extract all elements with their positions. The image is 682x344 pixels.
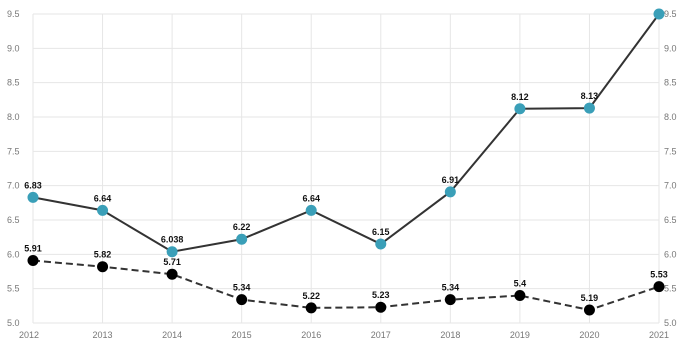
data-point-s1	[654, 9, 665, 20]
data-label-s2: 5.91	[24, 244, 42, 254]
data-point-s2	[306, 302, 317, 313]
data-label-s1: 6.038	[161, 235, 184, 245]
x-tick-label: 2021	[649, 330, 669, 340]
x-tick-label: 2016	[301, 330, 321, 340]
y-tick-label-right: 8.0	[664, 112, 677, 122]
series-line-2	[33, 261, 659, 310]
y-tick-label-left: 9.5	[7, 9, 20, 19]
y-tick-label-right: 7.5	[664, 146, 677, 156]
data-label-s2: 5.34	[442, 283, 460, 293]
data-point-s2	[654, 281, 665, 292]
y-tick-label-right: 7.0	[664, 181, 677, 191]
y-tick-label-right: 8.5	[664, 78, 677, 88]
data-label-s2: 5.82	[94, 250, 112, 260]
data-point-s1	[236, 234, 247, 245]
data-label-s2: 5.22	[302, 291, 320, 301]
series-lines	[28, 9, 665, 316]
x-tick-label: 2018	[440, 330, 460, 340]
data-label-s2: 5.23	[372, 290, 390, 300]
data-label-s1: 6.15	[372, 227, 390, 237]
data-point-s1	[584, 103, 595, 114]
axis-labels: 5.0 5.0 5.5 5.5 6.0 6.0 6.5 6.5 7.0 7.0 7.5 7.5 8.0 8…	[7, 9, 677, 340]
y-tick-label-left: 5.5	[7, 284, 20, 294]
x-tick-label: 2012	[19, 330, 39, 340]
y-tick-label-left: 9.0	[7, 43, 20, 53]
data-label-s2: 5.19	[581, 293, 599, 303]
data-label-s1: 6.22	[233, 222, 251, 232]
data-point-s1	[514, 103, 525, 114]
data-label-s2: 5.53	[650, 270, 668, 280]
data-point-s1	[97, 205, 108, 216]
data-point-s2	[584, 304, 595, 315]
grid-lines	[33, 14, 659, 323]
y-tick-label-left: 7.5	[7, 146, 20, 156]
y-tick-label-right: 5.5	[664, 284, 677, 294]
data-point-s1	[28, 192, 39, 203]
y-tick-label-left: 6.0	[7, 249, 20, 259]
data-label-s2: 5.71	[163, 257, 181, 267]
data-label-s2: 5.4	[514, 279, 527, 289]
data-label-s1: 6.91	[442, 175, 460, 185]
data-point-s1	[375, 239, 386, 250]
data-point-s2	[445, 294, 456, 305]
y-tick-label-left: 5.0	[7, 318, 20, 328]
data-point-s2	[375, 302, 386, 313]
y-tick-label-left: 6.5	[7, 215, 20, 225]
data-point-s2	[514, 290, 525, 301]
data-point-s2	[28, 255, 39, 266]
data-label-s2: 5.34	[233, 283, 251, 293]
data-label-s1: 6.83	[24, 180, 42, 190]
data-point-s2	[167, 269, 178, 280]
data-label-s1: 8.13	[581, 91, 599, 101]
y-tick-label-right: 9.0	[664, 43, 677, 53]
data-point-s2	[97, 261, 108, 272]
data-point-s1	[445, 186, 456, 197]
y-tick-label-left: 8.0	[7, 112, 20, 122]
x-tick-label: 2020	[579, 330, 599, 340]
data-point-s1	[167, 246, 178, 257]
x-tick-label: 2017	[371, 330, 391, 340]
data-point-s1	[306, 205, 317, 216]
data-labels: 6.83 6.64 6.038 6.22 6.64 6.15 6.91 8.12 8.13 5.9…	[24, 91, 668, 303]
x-tick-label: 2013	[93, 330, 113, 340]
y-tick-label-left: 8.5	[7, 78, 20, 88]
series-line-1	[33, 14, 659, 252]
x-tick-label: 2015	[232, 330, 252, 340]
y-tick-label-left: 7.0	[7, 181, 20, 191]
data-label-s1: 8.12	[511, 92, 529, 102]
data-label-s1: 6.64	[94, 193, 112, 203]
data-label-s1: 6.64	[302, 193, 320, 203]
y-tick-label-right: 5.0	[664, 318, 677, 328]
y-tick-label-right: 9.5	[664, 9, 677, 19]
y-tick-label-right: 6.5	[664, 215, 677, 225]
x-tick-label: 2019	[510, 330, 530, 340]
x-tick-label: 2014	[162, 330, 182, 340]
y-tick-label-right: 6.0	[664, 249, 677, 259]
data-point-s2	[236, 294, 247, 305]
